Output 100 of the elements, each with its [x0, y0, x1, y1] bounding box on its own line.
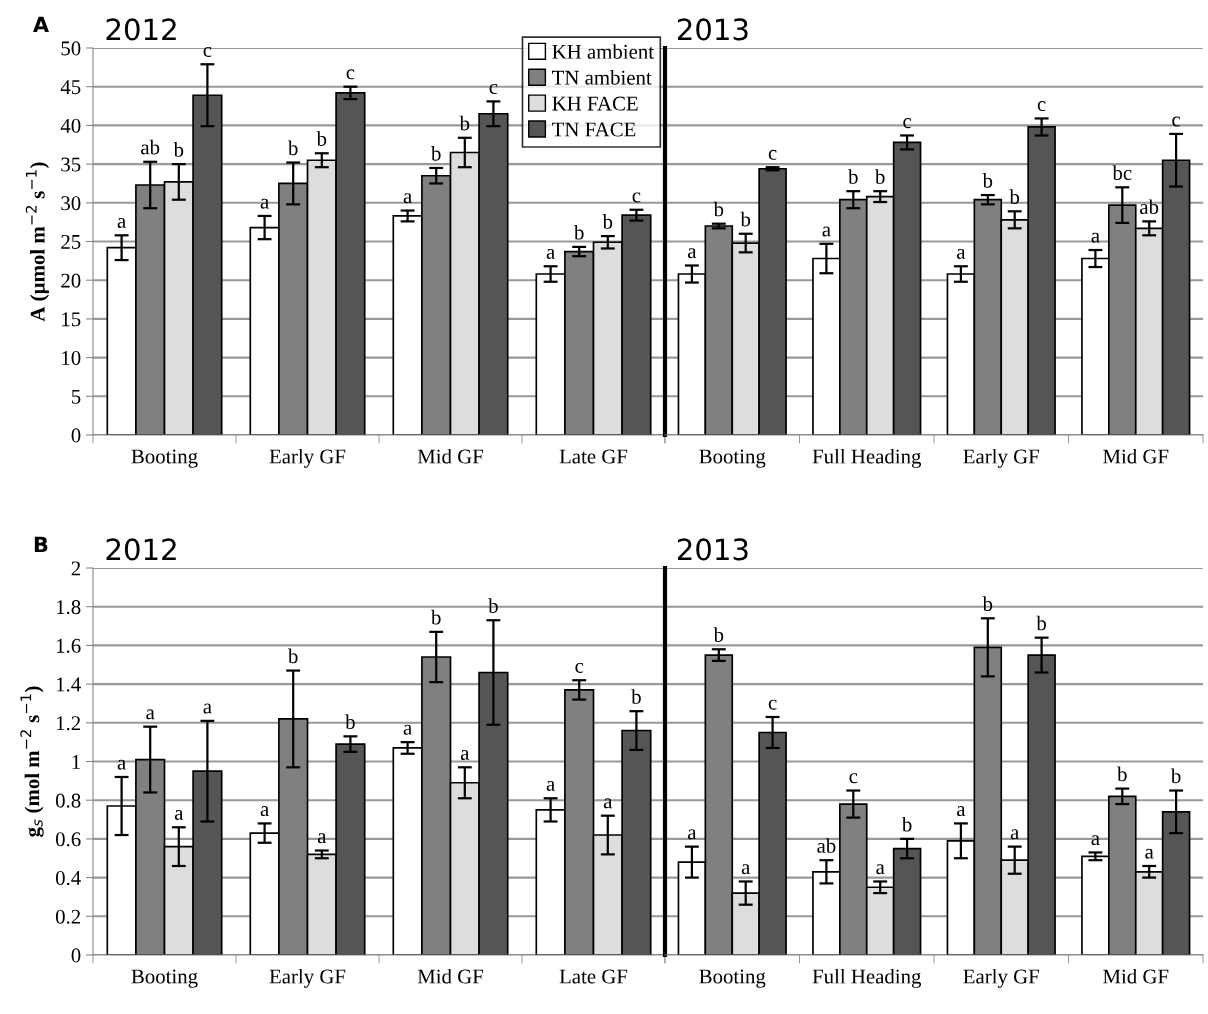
- y-tick-label: 0: [71, 948, 81, 963]
- legend-label: KH ambient: [552, 44, 654, 59]
- y-tick-label: 40: [60, 118, 81, 133]
- data-label: b: [1036, 615, 1047, 631]
- x-tick-label: Full Heading: [812, 968, 922, 988]
- data-label: b: [573, 224, 584, 240]
- data-label: b: [901, 816, 912, 832]
- data-label: c: [489, 84, 498, 95]
- x-tick-label: Mid GF: [1103, 448, 1169, 464]
- data-label: a: [260, 806, 269, 817]
- y-tick-label: 45: [60, 80, 81, 95]
- data-label: bc: [1112, 165, 1132, 180]
- data-label: b: [430, 145, 441, 161]
- data-label: a: [957, 248, 966, 259]
- data-label: c: [575, 662, 584, 673]
- data-label: a: [1010, 829, 1020, 840]
- data-label: a: [146, 709, 155, 720]
- data-label: a: [603, 798, 613, 809]
- x-tick-label: Mid GF: [417, 448, 484, 464]
- y-tick-label: 20: [61, 273, 81, 288]
- data-label: b: [1170, 768, 1181, 784]
- y-tick-label: 1.6: [56, 638, 81, 653]
- data-label: a: [688, 248, 697, 259]
- data-label: b: [631, 689, 641, 704]
- chart-title: 2013: [677, 18, 748, 41]
- y-tick-label: 2: [71, 561, 81, 576]
- data-label: b: [459, 115, 470, 131]
- x-tick-label: Booting: [131, 449, 198, 468]
- data-label: a: [117, 759, 126, 770]
- data-label: a: [688, 829, 697, 840]
- data-label: b: [602, 214, 613, 229]
- y-tick-label: 0.6: [55, 832, 81, 847]
- y-tick-label: 5: [71, 389, 81, 404]
- data-label: c: [346, 69, 355, 80]
- data-label: a: [174, 809, 184, 820]
- data-label: ab: [141, 139, 160, 155]
- data-label: c: [1037, 101, 1046, 112]
- y-tick-label: 1.2: [56, 716, 81, 731]
- x-tick-label: Mid GF: [1103, 968, 1169, 984]
- x-tick-label: Late GF: [559, 449, 628, 464]
- y-tick-label: 15: [62, 312, 81, 327]
- y-tick-label: 30: [61, 196, 81, 211]
- data-label: a: [403, 724, 412, 735]
- data-label: c: [903, 118, 912, 129]
- data-label: b: [982, 173, 993, 188]
- data-label: b: [848, 169, 858, 184]
- data-label: a: [317, 833, 327, 844]
- data-label: c: [768, 149, 777, 160]
- data-label: b: [874, 169, 885, 184]
- x-tick-label: Early GF: [269, 448, 346, 468]
- data-label: b: [740, 211, 751, 227]
- y-tick-label: 35: [61, 157, 81, 172]
- x-tick-label: Early GF: [963, 448, 1039, 468]
- data-label: b: [982, 596, 993, 611]
- data-label: a: [203, 703, 212, 714]
- y-axis-title: A (µmol m$^{−2}$ s$^{−1}$): [25, 162, 49, 322]
- x-tick-label: Booting: [131, 969, 198, 988]
- data-label: b: [287, 648, 298, 664]
- x-tick-label: Late GF: [559, 969, 628, 984]
- data-label: a: [546, 248, 555, 259]
- data-label: b: [713, 627, 724, 642]
- y-tick-label: 0.8: [55, 793, 81, 808]
- data-label: b: [488, 598, 498, 613]
- data-label: c: [1172, 116, 1181, 127]
- data-label: c: [849, 773, 858, 784]
- x-tick-label: Early GF: [269, 968, 346, 988]
- data-label: ab: [817, 838, 836, 853]
- y-axis-title: g$_{s}$ (mol m$^{−2}$ s$^{−1}$): [20, 686, 44, 837]
- y-tick-label: 50: [61, 41, 81, 56]
- data-label: a: [957, 806, 966, 817]
- data-label: b: [287, 140, 298, 156]
- chart-title: 2012: [106, 538, 176, 561]
- x-tick-label: Mid GF: [417, 968, 484, 984]
- data-label: c: [768, 699, 777, 710]
- text: A: [33, 16, 49, 33]
- y-tick-label: 0: [71, 428, 81, 443]
- data-label: c: [632, 192, 641, 203]
- data-label: a: [876, 864, 885, 875]
- data-label: b: [173, 142, 184, 157]
- y-tick-label: 1: [72, 754, 80, 769]
- data-label: ab: [1140, 199, 1159, 215]
- data-label: a: [822, 226, 831, 237]
- data-label: a: [460, 750, 470, 760]
- chart-title: 2013: [677, 538, 748, 561]
- x-tick-label: Full Heading: [812, 448, 922, 468]
- y-tick-label: 0.2: [55, 909, 81, 924]
- chart-title: 2012: [106, 18, 176, 41]
- data-label: b: [345, 714, 355, 730]
- data-label: a: [1091, 232, 1100, 243]
- data-label: a: [260, 198, 269, 209]
- data-label: b: [713, 201, 724, 217]
- data-label: a: [1091, 835, 1100, 846]
- data-label: a: [741, 864, 751, 875]
- data-label: a: [117, 218, 126, 228]
- legend-label: TN ambient: [552, 70, 652, 85]
- data-label: b: [1117, 766, 1127, 782]
- data-label: b: [1009, 189, 1020, 204]
- x-tick-label: Booting: [699, 449, 766, 468]
- legend-label: KH FACE: [552, 96, 638, 111]
- data-label: a: [403, 193, 412, 204]
